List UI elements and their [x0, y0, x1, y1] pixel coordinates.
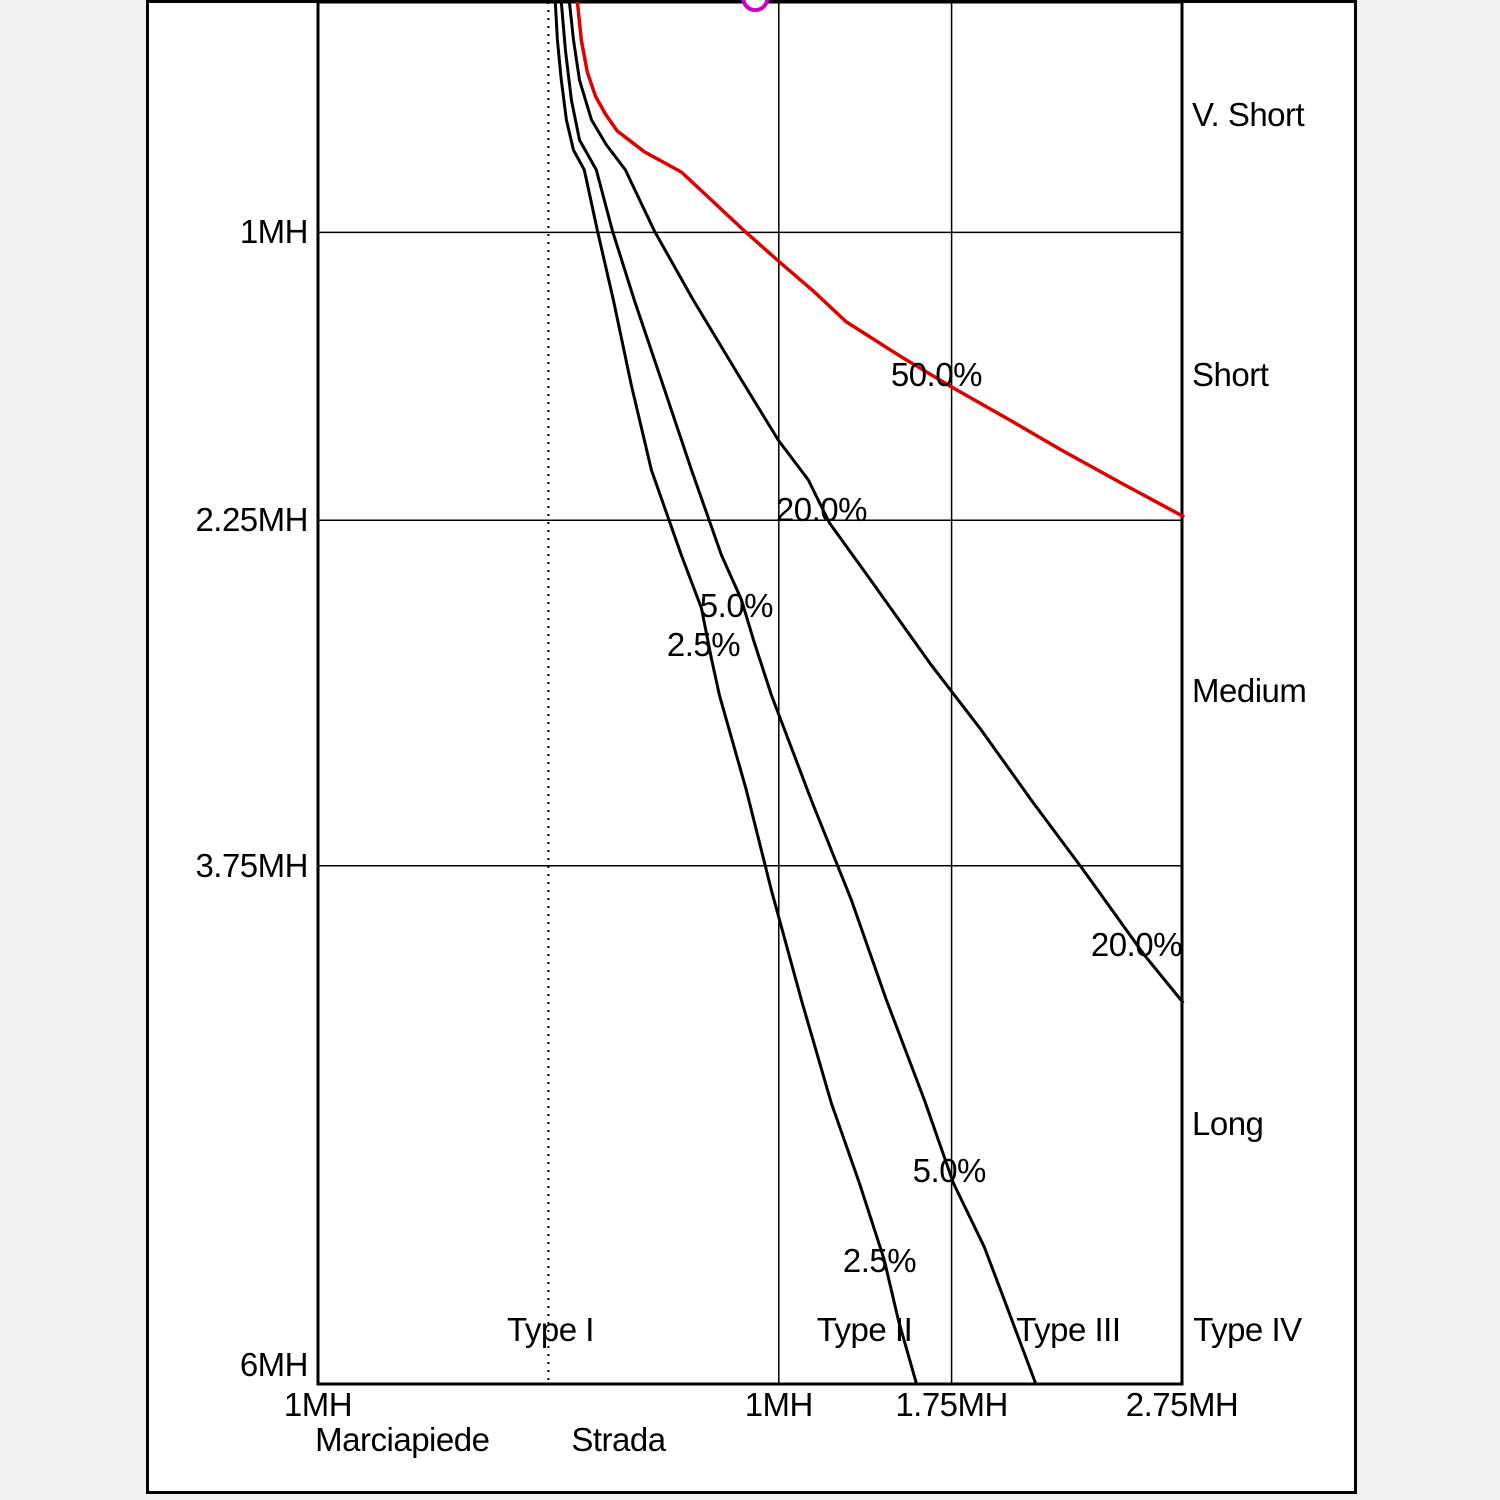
throw-zone-label-long: Long — [1192, 1105, 1264, 1143]
type-zone-label-type-i: Type I — [507, 1310, 594, 1348]
curve-label-2.5pct: 2.5% — [842, 1242, 917, 1279]
x-tick-label-1MH: 1MH — [744, 1386, 814, 1423]
curve-label-5.0pct: 5.0% — [912, 1151, 987, 1189]
x-tick-label-1.75MH: 1.75MH — [895, 1386, 1008, 1423]
chart-frame — [146, 0, 1357, 1494]
curve-label-50.0pct: 50.0% — [890, 356, 983, 394]
y-tick-label-6MH: 6MH — [239, 1345, 309, 1383]
throw-zone-label-short: Short — [1192, 356, 1269, 394]
x-tick-label-2.75MH: 2.75MH — [1125, 1386, 1239, 1423]
type-zone-label-type-iii: Type III — [1016, 1310, 1121, 1348]
isocandela-curve-2.5% — [553, 1, 918, 1384]
y-tick-label-1MH: 1MH — [239, 213, 309, 251]
curve-label-20.0pct: 20.0% — [1090, 925, 1183, 963]
x-tick-label-1MH: 1MH — [283, 1386, 353, 1423]
y-tick-label-3.75MH: 3.75MH — [195, 846, 308, 884]
isocandela-curve-20.0% — [567, 1, 1185, 1004]
isocandela-curve-50.0% — [575, 1, 1186, 519]
type-zone-label-type-iv: Type IV — [1193, 1310, 1302, 1348]
curve-label-5.0pct: 5.0% — [699, 586, 774, 624]
type-zone-label-type-ii: Type II — [816, 1310, 913, 1348]
curve-label-2.5pct: 2.5% — [666, 626, 741, 664]
throw-zone-label-v--short: V. Short — [1192, 96, 1305, 134]
axis-caption-strada: Strada — [571, 1421, 666, 1458]
curve-label-20.0pct: 20.0% — [775, 490, 868, 528]
axis-caption-marciapiede: Marciapiede — [315, 1421, 490, 1458]
throw-zone-label-medium: Medium — [1192, 672, 1307, 710]
y-tick-label-2.25MH: 2.25MH — [195, 501, 308, 539]
max-candela-marker — [741, 0, 770, 13]
isocandela-curve-5.0% — [559, 1, 1037, 1384]
